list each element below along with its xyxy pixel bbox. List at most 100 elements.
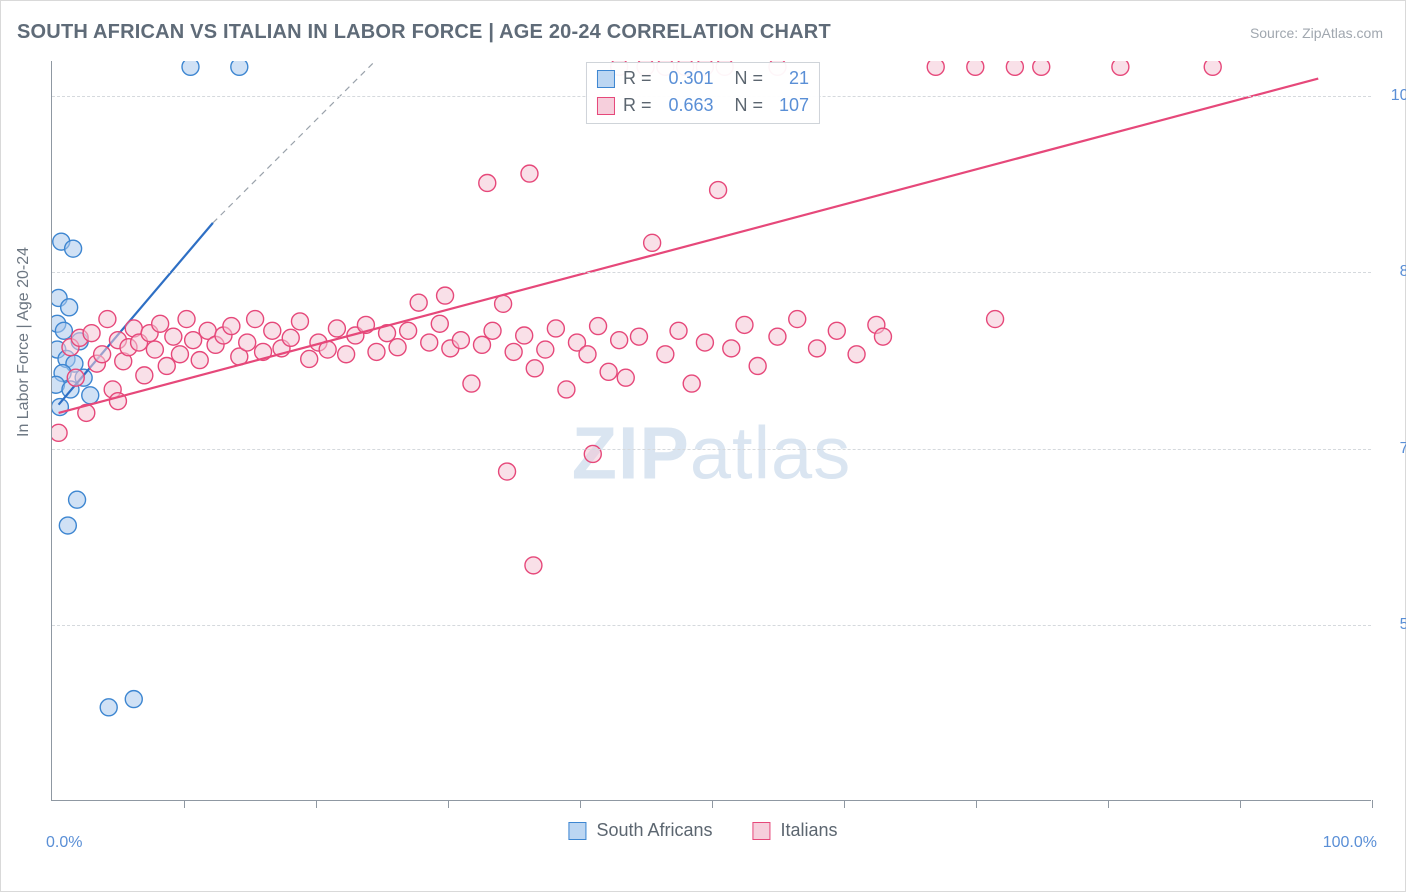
scatter-point-italians: [1033, 61, 1050, 75]
legend-swatch-blue: [597, 70, 615, 88]
r-label: R =: [623, 92, 652, 119]
scatter-point-italians: [83, 325, 100, 342]
scatter-point-italians: [146, 341, 163, 358]
scatter-point-italians: [590, 318, 607, 335]
legend-swatch-pink: [597, 97, 615, 115]
scatter-point-italians: [1006, 61, 1023, 75]
scatter-point-italians: [809, 340, 826, 357]
scatter-point-italians: [526, 360, 543, 377]
x-tick: [976, 800, 977, 808]
scatter-point-italians: [579, 346, 596, 363]
scatter-point-south-africans: [231, 61, 248, 75]
chart-title: SOUTH AFRICAN VS ITALIAN IN LABOR FORCE …: [17, 21, 831, 44]
scatter-point-italians: [463, 375, 480, 392]
scatter-point-italians: [987, 311, 1004, 328]
correlation-legend: R = 0.301 N = 21 R = 0.663 N = 107: [586, 62, 820, 124]
scatter-point-italians: [368, 343, 385, 360]
scatter-point-italians: [683, 375, 700, 392]
scatter-point-italians: [319, 341, 336, 358]
scatter-point-italians: [484, 322, 501, 339]
scatter-point-italians: [1204, 61, 1221, 75]
scatter-point-italians: [495, 295, 512, 312]
legend-swatch-blue: [568, 822, 586, 840]
scatter-point-south-africans: [66, 355, 83, 372]
scatter-point-italians: [131, 334, 148, 351]
y-tick-label: 85.0%: [1381, 263, 1406, 281]
y-axis-title: In Labor Force | Age 20-24: [15, 247, 33, 437]
scatter-point-italians: [62, 339, 79, 356]
scatter-point-italians: [158, 357, 175, 374]
scatter-point-italians: [828, 322, 845, 339]
scatter-point-italians: [141, 325, 158, 342]
scatter-point-south-africans: [75, 369, 92, 386]
scatter-point-italians: [710, 182, 727, 199]
legend-row-south-africans: R = 0.301 N = 21: [597, 65, 809, 92]
y-gridline: [52, 625, 1371, 626]
scatter-point-italians: [310, 334, 327, 351]
scatter-point-italians: [644, 234, 661, 251]
scatter-point-italians: [421, 334, 438, 351]
scatter-point-italians: [474, 336, 491, 353]
scatter-point-south-africans: [55, 322, 72, 339]
x-axis-start-label: 0.0%: [46, 834, 82, 852]
scatter-point-italians: [136, 367, 153, 384]
chart-svg-layer: [52, 61, 1371, 800]
scatter-point-italians: [185, 332, 202, 349]
scatter-point-italians: [109, 393, 126, 410]
scatter-point-italians: [437, 287, 454, 304]
scatter-point-italians: [178, 311, 195, 328]
scatter-point-italians: [600, 363, 617, 380]
r-value-it: 0.663: [659, 92, 713, 119]
scatter-point-south-africans: [59, 517, 76, 534]
scatter-point-italians: [357, 316, 374, 333]
scatter-point-italians: [558, 381, 575, 398]
watermark-bold: ZIP: [572, 411, 690, 494]
x-tick: [316, 800, 317, 808]
scatter-point-italians: [568, 334, 585, 351]
scatter-point-south-africans: [54, 365, 71, 382]
scatter-point-italians: [670, 322, 687, 339]
scatter-point-italians: [389, 339, 406, 356]
scatter-point-italians: [291, 313, 308, 330]
y-tick-label: 55.0%: [1381, 616, 1406, 634]
x-tick: [184, 800, 185, 808]
scatter-point-italians: [696, 334, 713, 351]
r-value-sa: 0.301: [659, 65, 713, 92]
scatter-point-italians: [848, 346, 865, 363]
scatter-point-south-africans: [52, 289, 67, 306]
n-value-sa: 21: [771, 65, 809, 92]
scatter-point-italians: [789, 311, 806, 328]
watermark: ZIPatlas: [572, 410, 851, 495]
legend-row-italians: R = 0.663 N = 107: [597, 92, 809, 119]
plot-area: ZIPatlas 0.0% 100.0% 55.0%70.0%85.0%100.…: [51, 61, 1371, 801]
scatter-point-italians: [115, 353, 132, 370]
scatter-point-italians: [282, 329, 299, 346]
n-value-it: 107: [771, 92, 809, 119]
scatter-point-italians: [630, 328, 647, 345]
scatter-point-italians: [400, 322, 417, 339]
scatter-point-italians: [125, 320, 142, 337]
r-label: R =: [623, 65, 652, 92]
scatter-point-south-africans: [182, 61, 199, 75]
legend-label-sa: South Africans: [596, 820, 712, 841]
scatter-point-italians: [207, 336, 224, 353]
scatter-point-italians: [347, 327, 364, 344]
x-tick: [1108, 800, 1109, 808]
x-tick: [1372, 800, 1373, 808]
n-label: N =: [735, 65, 764, 92]
scatter-point-italians: [231, 348, 248, 365]
scatter-point-italians: [247, 311, 264, 328]
n-label: N =: [735, 92, 764, 119]
scatter-point-italians: [379, 325, 396, 342]
scatter-point-south-africans: [125, 691, 142, 708]
scatter-point-south-africans: [58, 350, 75, 367]
scatter-point-italians: [505, 343, 522, 360]
legend-item-south-africans: South Africans: [568, 820, 712, 841]
scatter-point-italians: [78, 404, 95, 421]
scatter-point-italians: [104, 381, 121, 398]
scatter-point-italians: [452, 332, 469, 349]
scatter-point-south-africans: [69, 491, 86, 508]
scatter-point-italians: [516, 327, 533, 344]
scatter-point-south-africans: [53, 233, 70, 250]
scatter-point-italians: [67, 369, 84, 386]
